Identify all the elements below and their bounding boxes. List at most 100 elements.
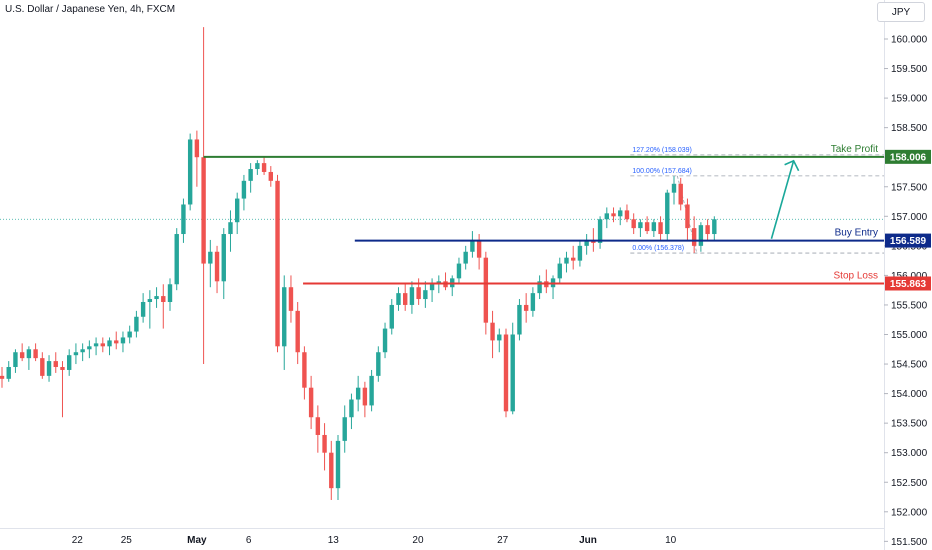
level-price-tag xyxy=(885,149,931,164)
candle-body xyxy=(631,219,636,229)
y-tick-label: 159.500 xyxy=(891,64,928,75)
candle-body xyxy=(87,346,92,350)
fib-level-label: 100.00% (157.684) xyxy=(632,168,692,175)
candle-body xyxy=(288,287,294,311)
candle-body xyxy=(490,322,495,341)
candle-body xyxy=(376,352,381,376)
candle-body xyxy=(396,293,401,305)
candle-body xyxy=(470,239,475,252)
projection-arrow-head xyxy=(784,159,800,172)
candle-body xyxy=(161,296,166,302)
candle-body xyxy=(93,343,99,347)
x-tick-label: 20 xyxy=(412,535,424,546)
y-tick-label: 154.500 xyxy=(891,360,928,371)
candle-body xyxy=(282,287,287,347)
candle-body xyxy=(429,284,435,291)
candle-body xyxy=(691,228,697,246)
y-tick-label: 153.000 xyxy=(891,448,928,459)
y-tick-label: 154.000 xyxy=(891,389,928,400)
candle-body xyxy=(134,316,139,332)
candle-body xyxy=(295,310,300,353)
candle-body xyxy=(416,287,421,300)
candle-body xyxy=(154,296,159,300)
y-tick-label: 156.000 xyxy=(891,271,928,282)
currency-button[interactable]: JPY xyxy=(877,2,925,22)
candle-body xyxy=(389,304,394,329)
candle-body xyxy=(382,328,388,353)
candle-body xyxy=(181,204,186,235)
candle-body xyxy=(597,219,603,243)
candle-body xyxy=(604,213,609,220)
candle-body xyxy=(13,352,18,368)
candle-body xyxy=(100,343,105,347)
level-price-tag-label: 158.006 xyxy=(890,152,927,163)
candle-body xyxy=(187,139,193,205)
candle-body xyxy=(241,180,247,199)
candle-body xyxy=(349,399,354,418)
candle-body xyxy=(33,349,38,359)
candle-body xyxy=(147,299,153,302)
y-tick-label: 155.000 xyxy=(891,330,928,341)
candle-body xyxy=(355,387,361,400)
candle-body xyxy=(194,139,200,158)
x-tick-label: May xyxy=(187,535,207,546)
candle-body xyxy=(315,417,321,435)
candle-body xyxy=(329,452,334,489)
candle-body xyxy=(678,183,683,205)
candle-body xyxy=(564,257,569,264)
candle-body xyxy=(483,257,489,323)
x-tick-label: 22 xyxy=(72,535,84,546)
candle-body xyxy=(120,337,126,344)
x-tick-label: 25 xyxy=(121,535,133,546)
y-tick-label: 160.000 xyxy=(891,35,928,46)
candle-body xyxy=(174,234,179,285)
candle-body xyxy=(275,180,280,347)
candle-body xyxy=(140,301,146,317)
y-tick-label: 151.500 xyxy=(891,537,928,548)
candle-body xyxy=(235,198,240,223)
candle-body xyxy=(557,263,562,279)
candle-body xyxy=(261,163,267,172)
x-tick-label: Jun xyxy=(579,535,597,546)
candle-body xyxy=(698,225,704,246)
candle-body xyxy=(463,251,468,264)
candle-body xyxy=(201,157,206,264)
candle-body xyxy=(624,210,630,220)
candle-body xyxy=(335,440,341,489)
candle-body xyxy=(712,219,717,235)
level-label: Take Profit xyxy=(831,144,878,155)
candle-body xyxy=(665,192,670,235)
candle-body xyxy=(369,375,374,406)
candle-body xyxy=(523,304,529,311)
candle-body xyxy=(80,349,85,353)
candle-body xyxy=(40,358,45,376)
projection-arrow-line xyxy=(770,160,795,239)
candle-body xyxy=(571,257,576,261)
candle-body xyxy=(53,361,58,368)
candle-body xyxy=(214,251,220,282)
candle-body xyxy=(322,434,327,453)
level-label: Stop Loss xyxy=(834,270,878,281)
candle-body xyxy=(67,355,72,370)
candle-body xyxy=(584,239,589,246)
candle-body xyxy=(342,417,347,441)
candle-body xyxy=(644,222,650,232)
level-label: Buy Entry xyxy=(835,228,878,239)
candle-body xyxy=(107,340,112,347)
candle-body xyxy=(127,331,132,338)
level-price-tag-label: 156.589 xyxy=(890,236,927,247)
candle-body xyxy=(19,352,25,359)
level-price-tag-label: 155.863 xyxy=(890,279,927,290)
candle-body xyxy=(60,367,65,370)
candle-body xyxy=(228,222,233,235)
x-tick-label: 13 xyxy=(328,535,340,546)
candle-body xyxy=(423,290,428,300)
candle-body xyxy=(221,234,226,282)
x-tick-label: 6 xyxy=(246,535,252,546)
candle-body xyxy=(403,293,408,305)
candle-body xyxy=(0,375,5,379)
candle-body xyxy=(114,340,119,344)
candle-body xyxy=(651,222,657,232)
candle-body xyxy=(302,352,307,388)
